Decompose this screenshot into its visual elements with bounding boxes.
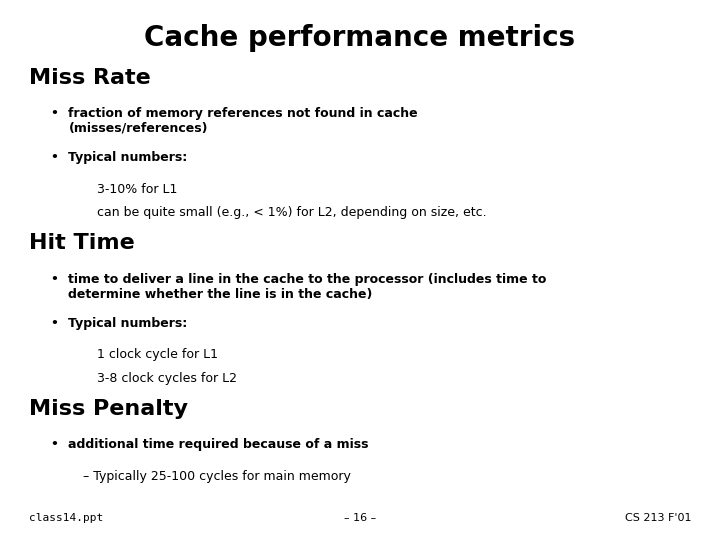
Text: – 16 –: – 16 – (344, 512, 376, 523)
Text: Typical numbers:: Typical numbers: (68, 151, 188, 164)
Text: Miss Penalty: Miss Penalty (29, 399, 188, 419)
Text: Hit Time: Hit Time (29, 233, 135, 253)
Text: can be quite small (e.g., < 1%) for L2, depending on size, etc.: can be quite small (e.g., < 1%) for L2, … (97, 206, 487, 219)
Text: CS 213 F'01: CS 213 F'01 (625, 512, 691, 523)
Text: •: • (50, 273, 58, 286)
Text: •: • (50, 151, 58, 164)
Text: additional time required because of a miss: additional time required because of a mi… (68, 438, 369, 451)
Text: class14.ppt: class14.ppt (29, 512, 103, 523)
Text: Cache performance metrics: Cache performance metrics (145, 24, 575, 52)
Text: Typical numbers:: Typical numbers: (68, 317, 188, 330)
Text: fraction of memory references not found in cache
(misses/references): fraction of memory references not found … (68, 107, 418, 135)
Text: – Typically 25-100 cycles for main memory: – Typically 25-100 cycles for main memor… (83, 470, 351, 483)
Text: Miss Rate: Miss Rate (29, 68, 150, 87)
Text: 3-8 clock cycles for L2: 3-8 clock cycles for L2 (97, 372, 237, 384)
Text: 1 clock cycle for L1: 1 clock cycle for L1 (97, 348, 218, 361)
Text: •: • (50, 317, 58, 330)
Text: time to deliver a line in the cache to the processor (includes time to
determine: time to deliver a line in the cache to t… (68, 273, 546, 301)
Text: 3-10% for L1: 3-10% for L1 (97, 183, 178, 195)
Text: •: • (50, 107, 58, 120)
Text: •: • (50, 438, 58, 451)
